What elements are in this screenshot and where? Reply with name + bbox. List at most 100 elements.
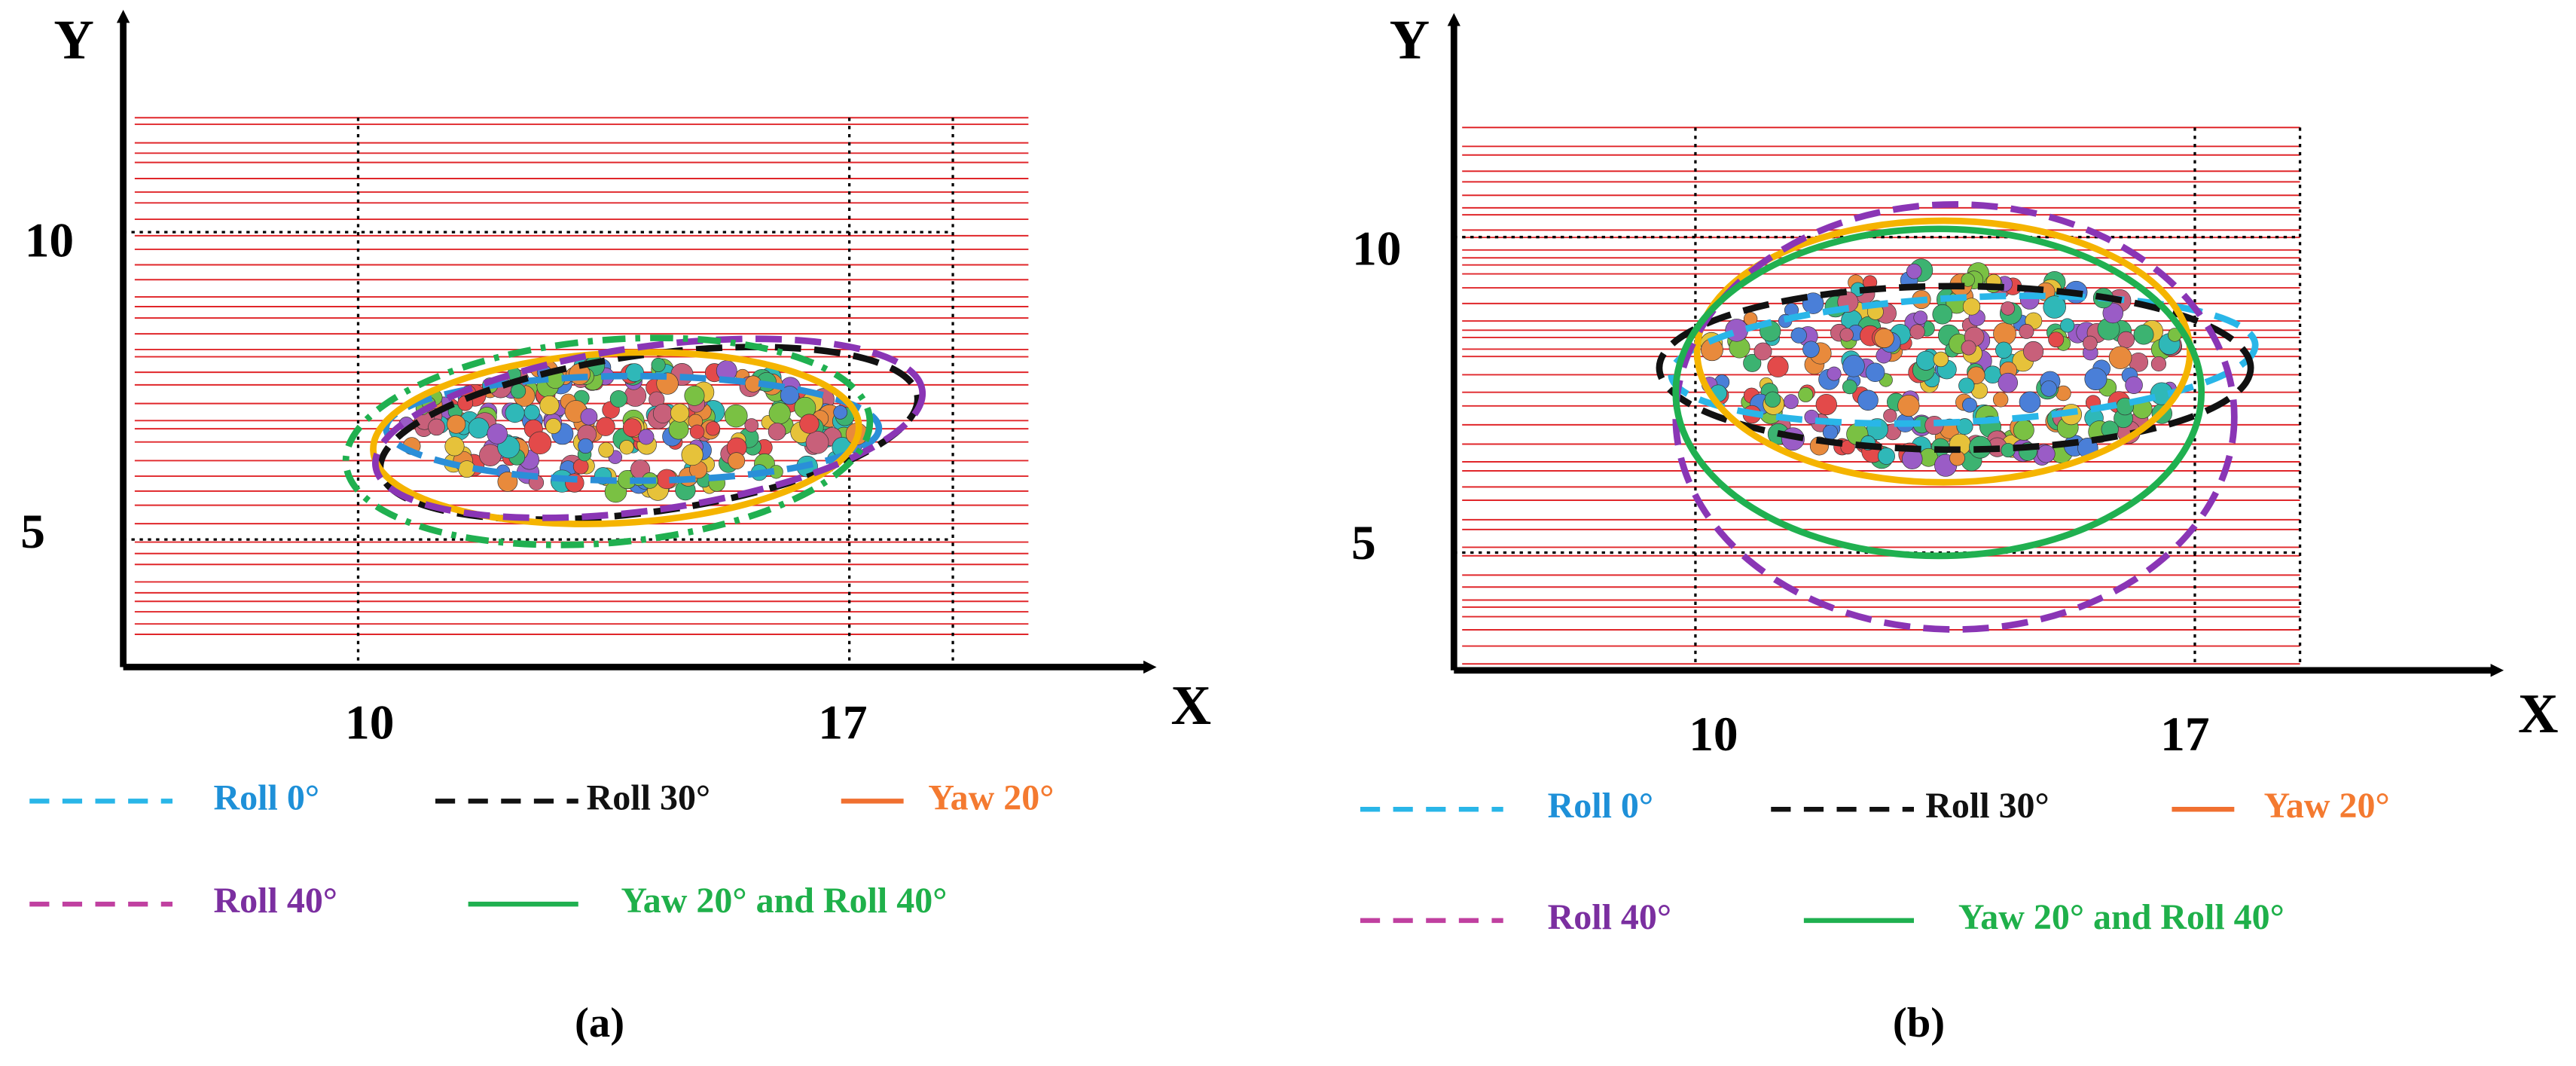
- particle: [2150, 356, 2167, 371]
- particle: [2125, 376, 2143, 394]
- outline-ellipse: [1672, 200, 2238, 633]
- particle: [1822, 424, 1839, 440]
- particle: [2083, 335, 2098, 351]
- particle: [1804, 409, 1819, 425]
- x-tick-label: 10: [345, 696, 394, 750]
- outline-ellipse: [383, 372, 883, 484]
- x-axis-label: X: [2518, 683, 2559, 745]
- particle: [625, 363, 644, 382]
- particle: [1962, 298, 1981, 316]
- particle: [487, 423, 508, 444]
- x-axis-label: X: [1171, 675, 1212, 737]
- particle: [1949, 450, 1965, 466]
- particle: [578, 438, 594, 454]
- legend-label: Roll 30°: [587, 777, 710, 817]
- particle: [651, 357, 666, 372]
- particle: [833, 405, 848, 420]
- particle: [619, 440, 634, 455]
- particle: [1790, 327, 1807, 344]
- legend-label: Roll 30°: [1925, 786, 2049, 826]
- particle: [780, 386, 800, 405]
- x-tick-label: 17: [818, 696, 867, 750]
- particle: [2102, 302, 2124, 324]
- particle: [2048, 331, 2065, 348]
- x-tick-label: 10: [1689, 707, 1738, 762]
- legend-label: Yaw 20°: [2264, 786, 2390, 826]
- outline-ellipse: [1668, 292, 2259, 427]
- y-tick-label: 10: [25, 214, 74, 268]
- particle: [1913, 310, 1928, 325]
- particle: [689, 424, 705, 439]
- particle: [684, 385, 705, 406]
- legend-label: Roll 0°: [214, 777, 319, 817]
- legend-label: Roll 40°: [214, 881, 337, 921]
- particle: [468, 417, 490, 439]
- particle: [2019, 391, 2041, 414]
- particle: [444, 436, 465, 457]
- particle: [1883, 408, 1897, 423]
- particle: [705, 421, 721, 436]
- particle: [2037, 444, 2056, 463]
- y-tick-label: 5: [20, 505, 45, 559]
- particle: [1798, 386, 1814, 402]
- legend-label: Yaw 20°: [928, 777, 1054, 817]
- particle: [1933, 351, 1949, 368]
- particle: [1998, 372, 2019, 393]
- particle: [510, 383, 526, 399]
- particle: [545, 418, 562, 435]
- particle: [638, 429, 655, 445]
- y-tick-label: 10: [1352, 221, 1401, 276]
- legend-label: Yaw 20° and Roll 40°: [621, 881, 947, 921]
- particle: [1962, 397, 1977, 413]
- particle: [1840, 439, 1855, 455]
- particle: [1842, 355, 1865, 377]
- particle: [1815, 393, 1837, 416]
- particle: [744, 418, 759, 432]
- particle: [1827, 366, 1842, 381]
- y-tick-label: 5: [1351, 516, 1376, 570]
- particle: [1842, 379, 1857, 395]
- particle: [805, 430, 829, 454]
- particle: [2133, 324, 2154, 345]
- particle: [2023, 341, 2044, 362]
- particle: [1802, 341, 1820, 358]
- particle: [1839, 328, 1854, 342]
- legend-label: Roll 0°: [1548, 786, 1653, 826]
- particle: [728, 452, 746, 470]
- x-tick-label: 17: [2160, 707, 2209, 762]
- particle: [2084, 368, 2107, 390]
- particle: [1932, 304, 1953, 325]
- particle: [2117, 331, 2135, 349]
- legend-label: Yaw 20° and Roll 40°: [1958, 897, 2285, 937]
- particle: [1915, 350, 1937, 371]
- particle: [1753, 342, 1772, 361]
- particle: [1764, 391, 1781, 408]
- outline-ellipse: [1672, 225, 2205, 560]
- particle: [1897, 394, 1920, 417]
- particle: [768, 402, 791, 425]
- particle: [1725, 319, 1749, 342]
- particle: [1906, 263, 1922, 279]
- particle: [428, 418, 445, 436]
- particle: [539, 395, 560, 415]
- particle: [1993, 322, 2016, 346]
- particle: [1961, 340, 1976, 356]
- particle: [2060, 318, 2075, 333]
- particle: [1995, 341, 2013, 359]
- particle: [447, 414, 466, 434]
- particle: [724, 404, 748, 428]
- particle: [1874, 328, 1894, 349]
- particle: [596, 417, 615, 436]
- particle: [580, 408, 598, 426]
- particle: [523, 404, 540, 420]
- particle: [528, 431, 552, 455]
- particle: [609, 390, 627, 408]
- y-axis-label: Y: [53, 10, 94, 72]
- particle: [1992, 392, 2009, 408]
- particle: [598, 441, 615, 458]
- particle: [670, 403, 690, 423]
- particle: [2040, 380, 2058, 397]
- particle: [2019, 324, 2034, 339]
